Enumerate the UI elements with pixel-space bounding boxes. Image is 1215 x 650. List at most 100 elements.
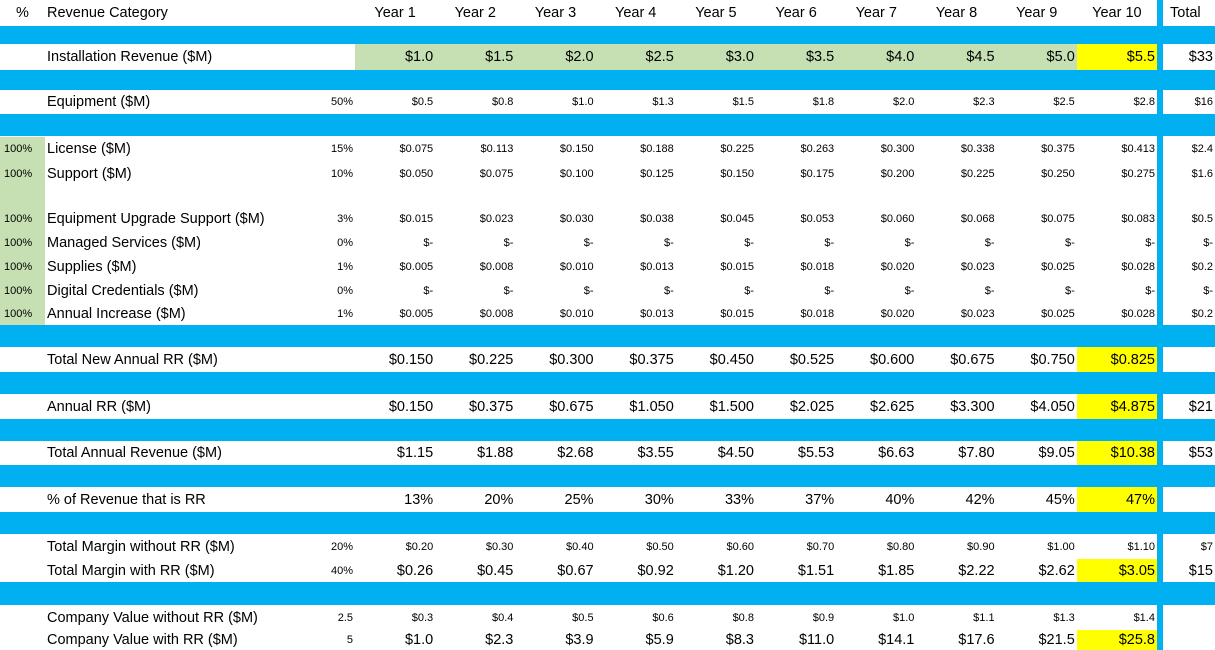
value-cell: $0.80 bbox=[886, 540, 915, 553]
value-cell: $0.013 bbox=[640, 307, 674, 320]
value-cell: $- bbox=[1145, 237, 1155, 249]
value-cell: $0.6 bbox=[652, 611, 674, 624]
value-cell: $0.30 bbox=[485, 540, 514, 553]
pct-cell: 100% bbox=[4, 284, 33, 297]
pct-cell: 100% bbox=[4, 167, 33, 180]
value-cell: $0.015 bbox=[720, 261, 754, 273]
value-cell: $0.3 bbox=[411, 611, 434, 624]
factor-cell: 50% bbox=[330, 96, 353, 108]
value-cell: $2.62 bbox=[1038, 562, 1075, 579]
value-cell: $0.100 bbox=[559, 167, 594, 180]
value-cell: $10.38 bbox=[1076, 441, 1157, 465]
value-cell: $0.9 bbox=[812, 611, 835, 624]
header-category: Revenue Category bbox=[47, 5, 168, 21]
total-cell: $53 bbox=[1188, 445, 1213, 461]
value-cell: $0.60 bbox=[726, 540, 754, 553]
factor-cell: 5 bbox=[346, 634, 353, 646]
separator-band bbox=[0, 512, 1215, 534]
value-cell: $0.083 bbox=[1121, 213, 1155, 225]
value-cell: $- bbox=[503, 237, 514, 249]
total-cell: $0.2 bbox=[1191, 307, 1213, 320]
header-year: Year 8 bbox=[935, 5, 978, 21]
value-cell: $0.075 bbox=[399, 143, 434, 155]
value-cell: $1.51 bbox=[797, 562, 835, 579]
value-cell: $2.68 bbox=[557, 445, 594, 461]
value-cell: $0.075 bbox=[479, 167, 514, 180]
row-label: % of Revenue that is RR bbox=[47, 491, 206, 508]
value-cell: $0.020 bbox=[880, 307, 915, 320]
value-cell: $1.88 bbox=[477, 445, 514, 461]
value-cell: $0.375 bbox=[1041, 143, 1075, 155]
value-cell: $0.013 bbox=[640, 261, 674, 273]
row-label: Company Value without RR ($M) bbox=[47, 609, 258, 626]
separator-band bbox=[0, 26, 1215, 44]
separator-band bbox=[0, 70, 1215, 90]
value-cell: $0.40 bbox=[566, 540, 594, 553]
separator-band bbox=[0, 372, 1215, 394]
value-cell: $0.150 bbox=[559, 143, 594, 155]
value-cell: $5.5 bbox=[1076, 44, 1157, 70]
value-cell: $1.500 bbox=[709, 398, 754, 415]
value-cell: $3.55 bbox=[637, 445, 674, 461]
value-cell: $0.90 bbox=[967, 540, 995, 553]
value-cell: $- bbox=[664, 237, 674, 249]
value-cell: $0.338 bbox=[960, 143, 995, 155]
value-cell: $0.300 bbox=[880, 143, 915, 155]
row-label: Annual RR ($M) bbox=[47, 398, 151, 415]
factor-cell: 40% bbox=[330, 564, 353, 577]
value-cell: $3.0 bbox=[675, 44, 756, 70]
factor-cell: 0% bbox=[337, 237, 353, 249]
value-cell: $- bbox=[664, 284, 674, 297]
value-cell: $5.0 bbox=[996, 44, 1077, 70]
factor-cell: 10% bbox=[330, 167, 353, 180]
value-cell: $1.00 bbox=[1047, 540, 1075, 553]
value-cell: 40% bbox=[885, 491, 915, 508]
value-cell: $0.060 bbox=[880, 213, 915, 225]
value-cell: $2.625 bbox=[870, 398, 915, 415]
value-cell: $3.5 bbox=[756, 44, 837, 70]
value-cell: $0.020 bbox=[880, 261, 915, 273]
factor-cell: 20% bbox=[330, 540, 353, 553]
value-cell: $0.028 bbox=[1121, 307, 1155, 320]
value-cell: $0.225 bbox=[960, 167, 995, 180]
factor-cell: 15% bbox=[330, 143, 353, 155]
value-cell: $0.150 bbox=[720, 167, 754, 180]
value-cell: $1.5 bbox=[732, 96, 754, 108]
total-cell: $7 bbox=[1200, 540, 1213, 553]
row-label: Annual Increase ($M) bbox=[47, 305, 186, 322]
value-cell: $0.025 bbox=[1041, 307, 1075, 320]
value-cell: $- bbox=[824, 237, 835, 249]
value-cell: $1.4 bbox=[1133, 611, 1155, 624]
value-cell: $0.525 bbox=[789, 351, 835, 368]
header-year: Year 7 bbox=[855, 5, 897, 21]
pct-cell: 100% bbox=[4, 261, 33, 273]
value-cell: $5.9 bbox=[645, 632, 674, 648]
value-cell: $2.8 bbox=[1133, 96, 1155, 108]
value-cell: $1.3 bbox=[652, 96, 674, 108]
value-cell: $0.300 bbox=[549, 351, 594, 368]
value-cell: $0.675 bbox=[549, 398, 594, 415]
value-cell: $0.050 bbox=[399, 167, 434, 180]
value-cell: $3.300 bbox=[950, 398, 995, 415]
row-label: Supplies ($M) bbox=[47, 259, 137, 275]
row-label: Digital Credentials ($M) bbox=[47, 282, 199, 299]
value-cell: $0.010 bbox=[559, 307, 594, 320]
separator-column bbox=[1157, 0, 1163, 650]
row-label: Equipment ($M) bbox=[47, 94, 151, 110]
value-cell: $0.600 bbox=[870, 351, 915, 368]
value-cell: $0.008 bbox=[479, 261, 514, 273]
value-cell: $0.250 bbox=[1041, 167, 1075, 180]
value-cell: $0.025 bbox=[1041, 261, 1075, 273]
value-cell: $2.5 bbox=[595, 44, 676, 70]
value-cell: $1.0 bbox=[355, 44, 436, 70]
value-cell: $- bbox=[1145, 284, 1155, 297]
value-cell: $1.050 bbox=[629, 398, 674, 415]
row-label: Managed Services ($M) bbox=[47, 235, 201, 251]
value-cell: $1.20 bbox=[717, 562, 754, 579]
row-label: Total New Annual RR ($M) bbox=[47, 351, 218, 368]
pct-cell: 100% bbox=[4, 237, 33, 249]
value-cell: 13% bbox=[404, 491, 434, 508]
value-cell: $4.050 bbox=[1030, 398, 1075, 415]
value-cell: $0.8 bbox=[732, 611, 754, 624]
separator-band bbox=[0, 419, 1215, 441]
